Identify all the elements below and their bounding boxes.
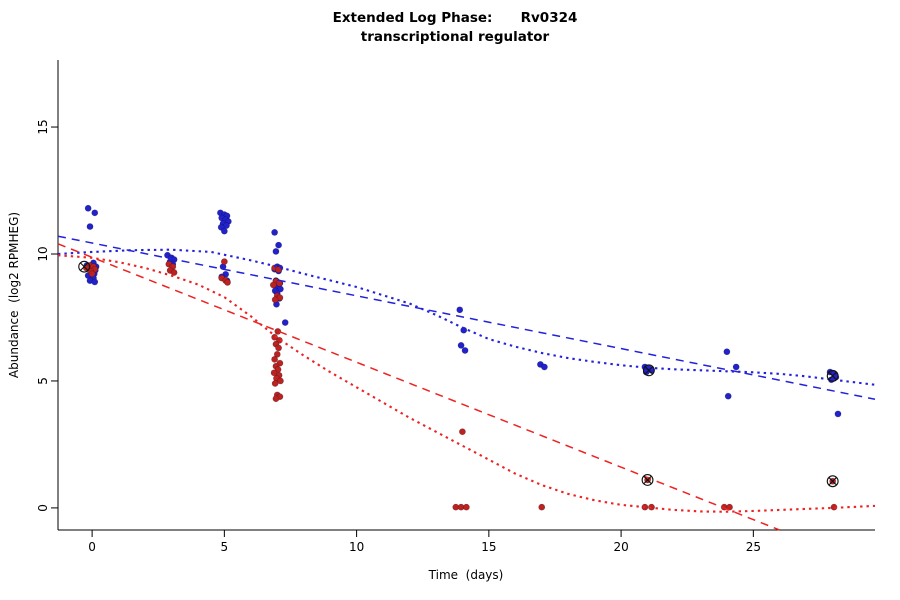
data-point-red: [277, 377, 284, 385]
data-point-red: [269, 281, 277, 289]
flagged-point-cross: [79, 262, 89, 271]
data-point-blue: [272, 248, 280, 255]
x-axis-label: Time (days): [428, 568, 504, 582]
data-point-blue: [732, 363, 740, 371]
flagged-point-cross: [644, 366, 654, 375]
data-point-red: [271, 380, 279, 387]
data-point-red: [220, 258, 228, 266]
y-tick-label: 15: [36, 119, 50, 134]
x-tick-label: 0: [88, 540, 96, 554]
flagged-point-cross: [828, 477, 837, 486]
data-point-red: [273, 350, 281, 358]
red-dotted-smooth-fit: [57, 254, 876, 513]
flagged-point-marker: [642, 364, 655, 377]
data-point-blue: [461, 347, 469, 354]
data-point-red: [275, 344, 282, 352]
data-point-red: [462, 503, 470, 511]
data-point-blue: [84, 204, 92, 212]
flagged-point-marker: [78, 260, 91, 273]
y-tick-label: 10: [36, 246, 50, 261]
red-dashed-linear-fit: [57, 243, 780, 531]
data-point-blue: [275, 241, 282, 249]
data-point-red: [272, 395, 280, 403]
data-point-red: [726, 503, 733, 511]
x-tick-label: 15: [481, 540, 496, 554]
y-tick-label: 0: [36, 504, 50, 512]
data-point-blue: [91, 209, 99, 217]
data-point-blue: [724, 392, 732, 400]
blue-dotted-smooth-fit: [57, 248, 876, 386]
data-point-blue: [540, 363, 548, 371]
chart-title-line1: Extended Log Phase: Rv0324: [332, 10, 578, 26]
data-point-blue: [456, 306, 464, 314]
data-point-red: [270, 369, 278, 377]
flagged-point-marker: [641, 474, 654, 486]
data-point-blue: [220, 227, 228, 235]
data-point-red: [271, 355, 279, 363]
x-tick-label: 5: [221, 540, 229, 554]
data-point-blue: [281, 319, 289, 326]
data-point-red: [538, 503, 546, 511]
data-point-blue: [91, 278, 99, 286]
data-point-blue: [457, 342, 465, 349]
data-point-red: [459, 428, 466, 436]
y-tick-label: 5: [36, 377, 50, 385]
flagged-point-cross: [643, 475, 652, 485]
x-tick-label: 10: [349, 540, 364, 554]
data-point-red: [224, 279, 231, 286]
blue-dashed-linear-fit: [57, 235, 876, 400]
data-point-blue: [271, 229, 279, 236]
data-point-red: [88, 270, 96, 278]
flagged-point-marker: [826, 475, 839, 488]
x-tick-label: 20: [613, 540, 628, 554]
data-point-blue: [723, 348, 731, 356]
data-point-red: [271, 296, 279, 304]
data-point-red: [170, 269, 178, 276]
x-tick-label: 25: [746, 540, 761, 554]
flagged-point-marker: [826, 369, 839, 382]
chart-title-line2: transcriptional regulator: [360, 29, 550, 45]
data-point-blue: [834, 410, 842, 418]
data-point-blue: [86, 223, 94, 230]
flagged-point-cross: [828, 371, 837, 381]
